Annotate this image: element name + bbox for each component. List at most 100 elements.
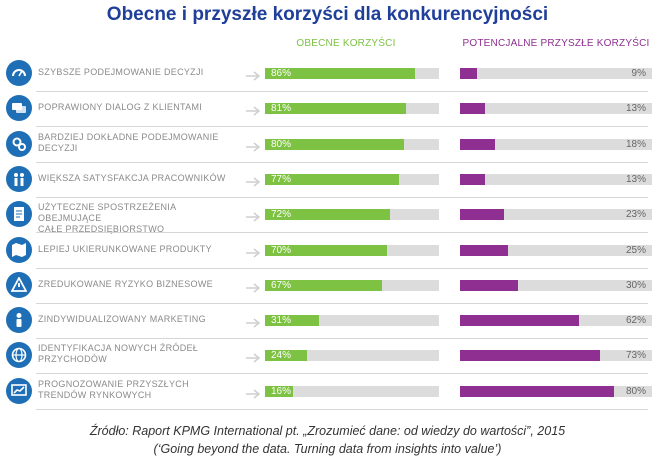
- value-label-current: 86%: [271, 68, 291, 79]
- value-label-future: 62%: [626, 315, 646, 326]
- bar-current: 70%: [265, 245, 387, 256]
- bar-future: [460, 245, 508, 256]
- value-label-current: 24%: [271, 350, 291, 361]
- category-label-line: IDENTYFIKACJA NOWYCH ŹRÓDEŁ: [38, 343, 238, 354]
- map-icon: [6, 237, 32, 263]
- bar-current: 81%: [265, 103, 406, 114]
- category-label: UŻYTECZNE SPOSTRZEŻENIA OBEJMUJĄCE CAŁE P…: [38, 202, 238, 235]
- bar-track-future: 13%: [460, 103, 652, 114]
- chart-row: WIĘKSZA SATYSFAKCJA PRACOWNIKÓW 77% 13%: [0, 163, 655, 199]
- arrow-icon: [245, 68, 261, 78]
- bar-track-current: 70%: [265, 245, 439, 256]
- value-label-current: 70%: [271, 245, 291, 256]
- category-label-line: WIĘKSZA SATYSFAKCJA PRACOWNIKÓW: [38, 173, 238, 184]
- category-label-line: PROGNOZOWANIE PRZYSZŁYCH: [38, 379, 238, 390]
- bar-track-current: 31%: [265, 315, 439, 326]
- bar-current: 80%: [265, 139, 404, 150]
- gears-icon: [6, 131, 32, 157]
- bar-future: [460, 280, 518, 291]
- arrow-icon: [245, 174, 261, 184]
- value-label-current: 31%: [271, 315, 291, 326]
- chart-row: SZYBSZE PODEJMOWANIE DECYZJI 86% 9%: [0, 57, 655, 93]
- category-label-line: ZREDUKOWANE RYZYKO BIZNESOWE: [38, 279, 238, 290]
- person-icon: [6, 307, 32, 333]
- bar-track-current: 16%: [265, 386, 439, 397]
- value-label-future: 25%: [626, 245, 646, 256]
- category-label-line: BARDZIEJ DOKŁADNE PODEJMOWANIE: [38, 132, 238, 143]
- value-label-current: 77%: [271, 174, 291, 185]
- bar-future: [460, 139, 495, 150]
- bar-future: [460, 103, 485, 114]
- bar-future: [460, 209, 504, 220]
- chart-row: UŻYTECZNE SPOSTRZEŻENIA OBEJMUJĄCE CAŁE P…: [0, 198, 655, 234]
- chart-row: ZINDYWIDUALIZOWANY MARKETING 31% 62%: [0, 304, 655, 340]
- category-label-line: ZINDYWIDUALIZOWANY MARKETING: [38, 314, 238, 325]
- category-label-line: DECYZJI: [38, 143, 238, 154]
- bar-current: 77%: [265, 174, 399, 185]
- bar-track-future: 30%: [460, 280, 652, 291]
- row-divider: [36, 126, 648, 127]
- arrow-icon: [245, 245, 261, 255]
- value-label-future: 80%: [626, 386, 646, 397]
- bar-track-current: 24%: [265, 350, 439, 361]
- bar-future: [460, 68, 477, 79]
- bar-future: [460, 315, 579, 326]
- value-label-future: 30%: [626, 280, 646, 291]
- category-label: POPRAWIONY DIALOG Z KLIENTAMI: [38, 102, 238, 113]
- arrow-icon: [245, 315, 261, 325]
- warning-icon: [6, 272, 32, 298]
- category-label-line: TRENDÓW RYNKOWYCH: [38, 390, 238, 401]
- arrow-icon: [245, 350, 261, 360]
- arrow-icon: [245, 386, 261, 396]
- category-label-line: PRZYCHODÓW: [38, 354, 238, 365]
- value-label-future: 23%: [626, 209, 646, 220]
- source-note: Źródło: Raport KPMG International pt. „Z…: [0, 424, 655, 438]
- row-divider: [36, 373, 648, 374]
- bar-track-future: 25%: [460, 245, 652, 256]
- bar-track-current: 72%: [265, 209, 439, 220]
- value-label-future: 9%: [632, 68, 646, 79]
- category-label: PROGNOZOWANIE PRZYSZŁYCH TRENDÓW RYNKOWYC…: [38, 379, 238, 401]
- bar-track-future: 80%: [460, 386, 652, 397]
- arrow-icon: [245, 103, 261, 113]
- chart-row: BARDZIEJ DOKŁADNE PODEJMOWANIE DECYZJI 80%…: [0, 128, 655, 164]
- trend-chart-icon: [6, 378, 32, 404]
- chat-icon: [6, 95, 32, 121]
- value-label-future: 18%: [626, 139, 646, 150]
- bar-future: [460, 350, 600, 361]
- value-label-current: 72%: [271, 209, 291, 220]
- bar-track-future: 18%: [460, 139, 652, 150]
- value-label-current: 80%: [271, 139, 291, 150]
- bar-track-current: 77%: [265, 174, 439, 185]
- arrow-icon: [245, 209, 261, 219]
- bar-track-current: 86%: [265, 68, 439, 79]
- value-label-current: 67%: [271, 280, 291, 291]
- category-label: WIĘKSZA SATYSFAKCJA PRACOWNIKÓW: [38, 173, 238, 184]
- bar-track-future: 73%: [460, 350, 652, 361]
- category-label: ZINDYWIDUALIZOWANY MARKETING: [38, 314, 238, 325]
- bar-track-current: 67%: [265, 280, 439, 291]
- row-divider: [36, 232, 648, 233]
- bar-current: 24%: [265, 350, 307, 361]
- bar-current: 72%: [265, 209, 390, 220]
- chart-row: ZREDUKOWANE RYZYKO BIZNESOWE 67% 30%: [0, 269, 655, 305]
- category-label-line: POPRAWIONY DIALOG Z KLIENTAMI: [38, 102, 238, 113]
- bar-track-current: 80%: [265, 139, 439, 150]
- row-divider: [36, 409, 648, 410]
- bar-current: 86%: [265, 68, 415, 79]
- value-label-future: 13%: [626, 174, 646, 185]
- chart-row: IDENTYFIKACJA NOWYCH ŹRÓDEŁ PRZYCHODÓW 24%…: [0, 339, 655, 375]
- bar-track-future: 62%: [460, 315, 652, 326]
- bar-track-current: 81%: [265, 103, 439, 114]
- bar-track-future: 13%: [460, 174, 652, 185]
- speedometer-icon: [6, 60, 32, 86]
- arrow-icon: [245, 139, 261, 149]
- source-note-translation: (‘Going beyond the data. Turning data fr…: [0, 442, 655, 456]
- value-label-current: 81%: [271, 103, 291, 114]
- category-label: BARDZIEJ DOKŁADNE PODEJMOWANIE DECYZJI: [38, 132, 238, 154]
- category-label-line: UŻYTECZNE SPOSTRZEŻENIA OBEJMUJĄCE: [38, 202, 238, 224]
- document-icon: [6, 201, 32, 227]
- value-label-future: 73%: [626, 350, 646, 361]
- value-label-current: 16%: [271, 386, 291, 397]
- people-icon: [6, 166, 32, 192]
